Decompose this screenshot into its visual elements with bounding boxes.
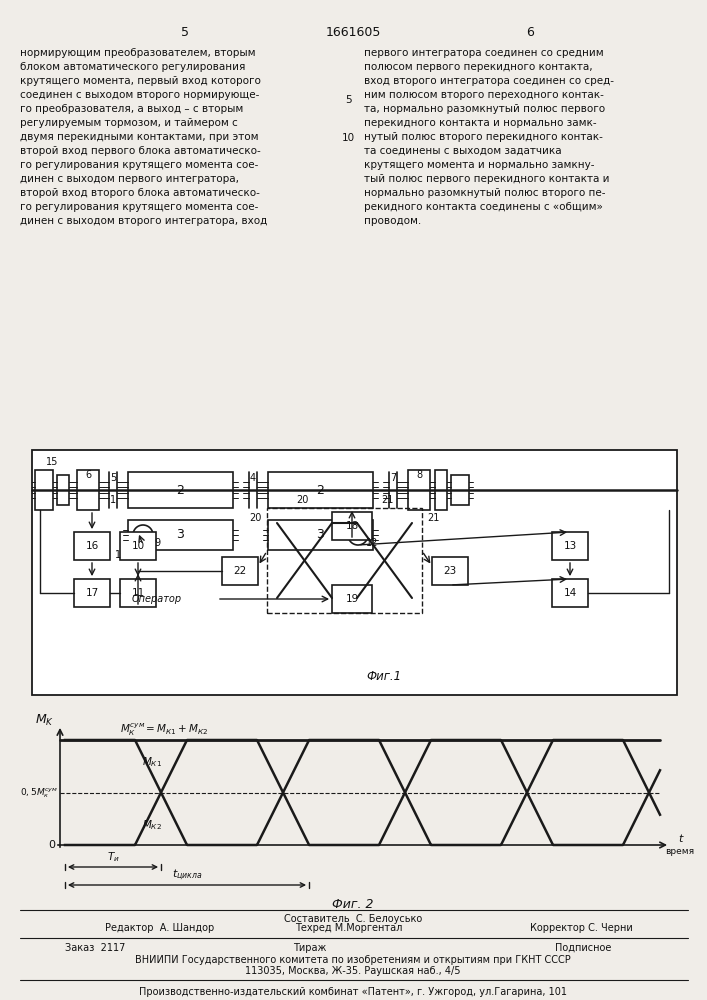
Text: 11: 11: [132, 588, 145, 598]
Text: 2: 2: [176, 484, 184, 496]
Bar: [267, 508, 422, 613]
Text: первого интегратора соединен со средним
полюсом первого перекидного контакта,
вх: первого интегратора соединен со средним …: [364, 48, 614, 226]
Text: t: t: [678, 834, 682, 844]
Text: 22: 22: [233, 566, 247, 576]
Text: 1661605: 1661605: [325, 25, 380, 38]
Text: Тираж: Тираж: [293, 943, 327, 953]
Bar: [435, 470, 447, 510]
Text: 19: 19: [346, 594, 358, 604]
Text: 3: 3: [316, 528, 324, 542]
Bar: [432, 557, 468, 585]
Text: 8: 8: [416, 470, 422, 480]
Text: 18: 18: [346, 521, 358, 531]
Text: Заказ  2117: Заказ 2117: [65, 943, 125, 953]
Text: 1: 1: [110, 495, 116, 505]
Bar: [408, 470, 430, 510]
Text: 10: 10: [341, 133, 355, 143]
Text: 16: 16: [86, 541, 98, 551]
Bar: [332, 585, 372, 613]
Bar: [451, 475, 469, 505]
Bar: [552, 532, 588, 560]
Text: 6: 6: [85, 470, 91, 480]
Text: Оператор: Оператор: [132, 594, 182, 604]
Text: 13: 13: [563, 541, 577, 551]
Text: Составитель  С. Белоусько: Составитель С. Белоусько: [284, 914, 422, 924]
Circle shape: [348, 525, 368, 545]
Text: 20: 20: [296, 495, 308, 505]
Text: 23: 23: [443, 566, 457, 576]
Text: 4: 4: [250, 473, 256, 483]
Text: Техред М.Моргентал: Техред М.Моргентал: [295, 923, 402, 933]
Bar: [128, 520, 233, 550]
Text: 0: 0: [49, 840, 56, 850]
Text: $M_К^{сум}=M_{К1}+M_{К2}$: $M_К^{сум}=M_{К1}+M_{К2}$: [120, 722, 209, 738]
Text: 17: 17: [86, 588, 98, 598]
Text: 21: 21: [427, 513, 439, 523]
Bar: [120, 532, 156, 560]
Bar: [32, 450, 677, 695]
Text: ВНИИПИ Государственного комитета по изобретениям и открытиям при ГКНТ СССР: ВНИИПИ Государственного комитета по изоб…: [135, 955, 571, 965]
Text: 10: 10: [132, 541, 144, 551]
Bar: [57, 475, 69, 505]
Text: $t_{цикла}$: $t_{цикла}$: [172, 868, 202, 882]
Text: 21: 21: [381, 495, 393, 505]
Text: 2: 2: [316, 484, 324, 496]
Text: $M_K$: $M_K$: [35, 712, 54, 728]
Text: 5: 5: [110, 473, 116, 483]
Bar: [222, 557, 258, 585]
Text: 3: 3: [176, 528, 184, 542]
Text: 12: 12: [366, 538, 378, 548]
Text: $M_{К1}$: $M_{К1}$: [142, 755, 162, 769]
Circle shape: [133, 525, 153, 545]
Text: 15: 15: [46, 457, 59, 467]
Text: $0,5M_к^{сум}$: $0,5M_к^{сум}$: [20, 786, 58, 800]
Text: 6: 6: [526, 25, 534, 38]
Bar: [35, 470, 53, 510]
Text: $M_{К2}$: $M_{К2}$: [142, 818, 162, 832]
Text: 14: 14: [563, 588, 577, 598]
Text: Производственно-издательский комбинат «Патент», г. Ужгород, ул.Гагарина, 101: Производственно-издательский комбинат «П…: [139, 987, 567, 997]
Bar: [268, 472, 373, 508]
Text: Фиг.1: Фиг.1: [366, 670, 402, 684]
Text: 20: 20: [250, 513, 262, 523]
Bar: [268, 520, 373, 550]
Text: 5: 5: [345, 95, 351, 105]
Bar: [77, 470, 99, 510]
Bar: [128, 472, 233, 508]
Text: Корректор С. Черни: Корректор С. Черни: [530, 923, 633, 933]
Text: 7: 7: [390, 473, 396, 483]
Text: Редактор  А. Шандор: Редактор А. Шандор: [105, 923, 214, 933]
Bar: [552, 579, 588, 607]
Text: 113035, Москва, Ж-35. Раушская наб., 4/5: 113035, Москва, Ж-35. Раушская наб., 4/5: [245, 966, 461, 976]
Text: Подписное: Подписное: [555, 943, 612, 953]
Text: 5: 5: [181, 25, 189, 38]
Text: 9: 9: [154, 538, 160, 548]
Text: $T_и$: $T_и$: [107, 850, 119, 864]
Text: время: время: [665, 846, 694, 856]
Text: 1: 1: [115, 550, 121, 560]
Bar: [74, 532, 110, 560]
Text: нормирующим преобразователем, вторым
блоком автоматического регулирования
крутящ: нормирующим преобразователем, вторым бло…: [20, 48, 267, 226]
Bar: [120, 579, 156, 607]
Bar: [332, 512, 372, 540]
Text: Фиг. 2: Фиг. 2: [332, 898, 374, 912]
Bar: [74, 579, 110, 607]
